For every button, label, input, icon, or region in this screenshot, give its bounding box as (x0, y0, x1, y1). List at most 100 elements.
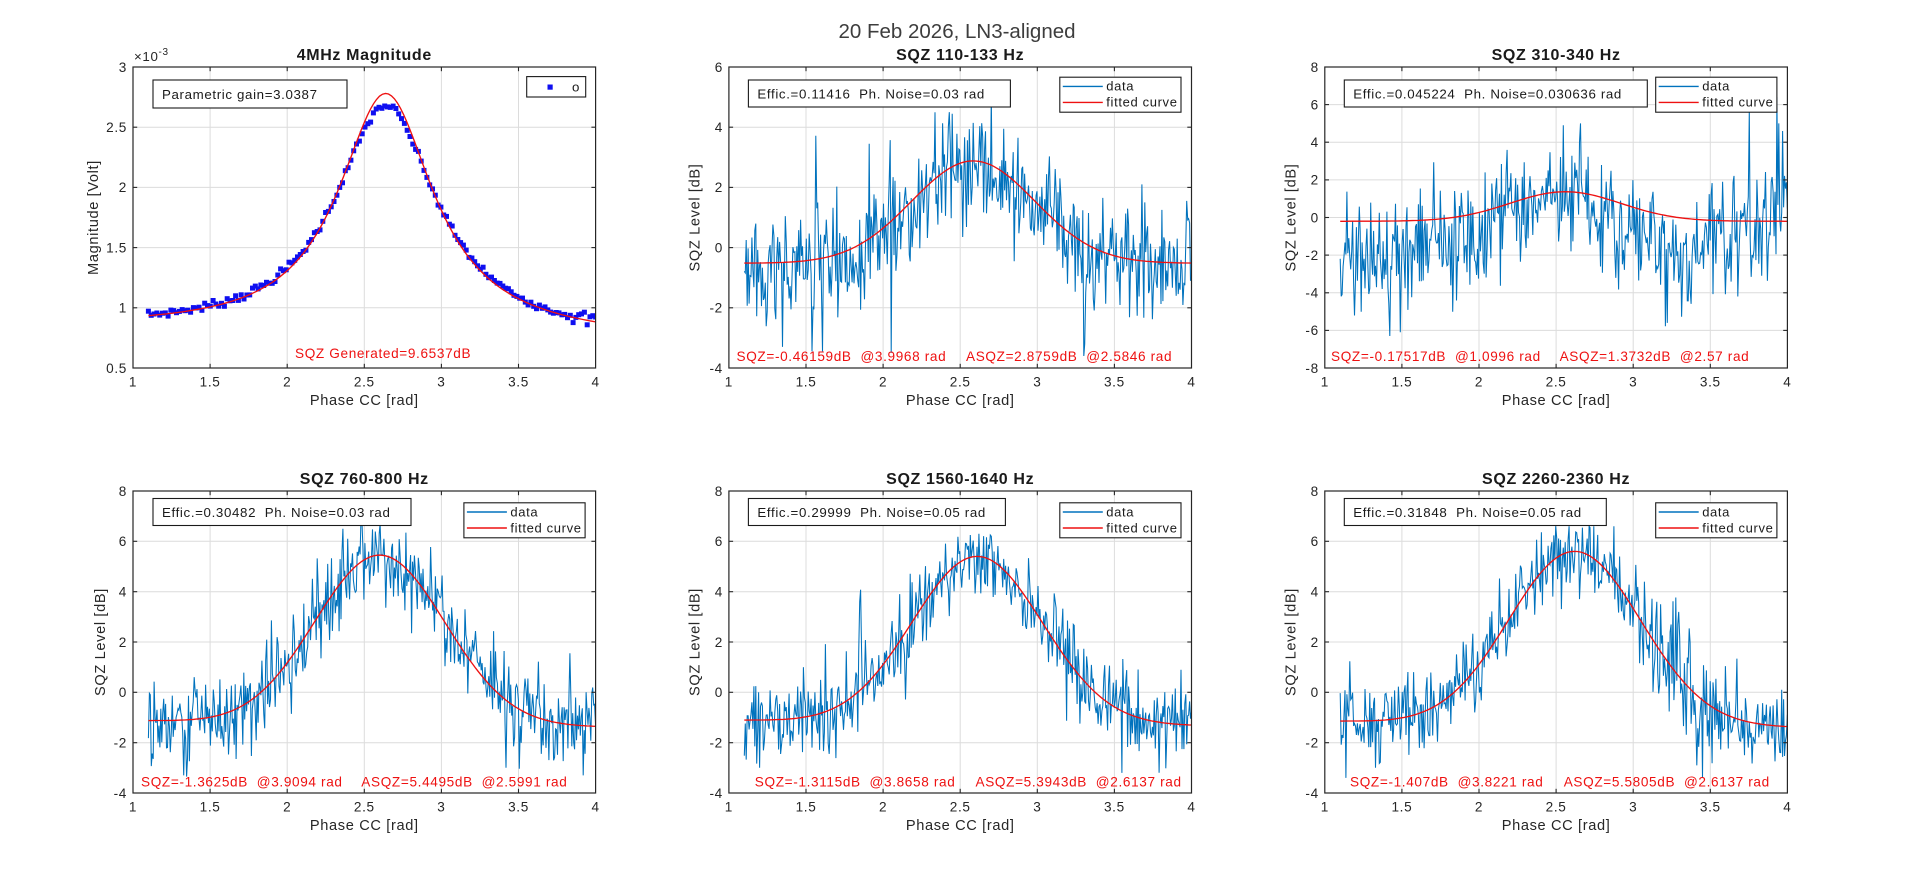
svg-text:SQZ Generated=9.6537dB: SQZ Generated=9.6537dB (295, 346, 471, 361)
svg-text:SQZ 1560-1640 Hz: SQZ 1560-1640 Hz (886, 471, 1034, 488)
svg-text:Effic.=0.31848 Ph. Noise=0.05: Effic.=0.31848 Ph. Noise=0.05 rad (1353, 505, 1582, 520)
svg-text:-2: -2 (114, 736, 127, 751)
svg-text:Phase CC [rad]: Phase CC [rad] (310, 818, 419, 834)
svg-text:6: 6 (1311, 97, 1319, 112)
svg-text:1.5: 1.5 (200, 800, 221, 815)
svg-text:0: 0 (715, 240, 723, 255)
svg-text:4: 4 (715, 120, 723, 135)
svg-text:-2: -2 (710, 736, 723, 751)
svg-text:ASQZ=1.3732dB @2.57 rad: ASQZ=1.3732dB @2.57 rad (1560, 349, 1750, 364)
svg-text:2: 2 (283, 375, 291, 390)
svg-text:3: 3 (119, 60, 127, 75)
svg-text:SQZ=-0.46159dB @3.9968 rad: SQZ=-0.46159dB @3.9968 rad (737, 349, 947, 364)
svg-text:data: data (1702, 79, 1730, 94)
svg-text:8: 8 (119, 484, 127, 499)
svg-text:2: 2 (715, 635, 723, 650)
svg-text:Parametric gain=3.0387: Parametric gain=3.0387 (162, 87, 318, 102)
svg-text:SQZ 760-800 Hz: SQZ 760-800 Hz (300, 471, 429, 488)
svg-text:0: 0 (1311, 210, 1319, 225)
svg-text:ASQZ=5.3943dB @2.6137 rad: ASQZ=5.3943dB @2.6137 rad (976, 775, 1182, 790)
svg-text:3: 3 (1629, 375, 1637, 390)
svg-text:fitted curve: fitted curve (1106, 520, 1177, 535)
svg-text:1: 1 (1321, 800, 1329, 815)
svg-text:fitted curve: fitted curve (1106, 95, 1177, 110)
svg-text:SQZ Level [dB]: SQZ Level [dB] (688, 588, 704, 696)
svg-text:6: 6 (119, 534, 127, 549)
svg-text:fitted curve: fitted curve (1702, 520, 1773, 535)
svg-text:3: 3 (1033, 800, 1041, 815)
svg-text:3: 3 (437, 375, 445, 390)
svg-text:0.5: 0.5 (106, 361, 127, 376)
svg-text:fitted curve: fitted curve (510, 520, 581, 535)
svg-text:SQZ=-0.17517dB @1.0996 rad: SQZ=-0.17517dB @1.0996 rad (1331, 349, 1541, 364)
svg-text:4: 4 (715, 585, 723, 600)
svg-text:fitted curve: fitted curve (1702, 95, 1773, 110)
svg-text:6: 6 (1311, 534, 1319, 549)
svg-text:6: 6 (715, 534, 723, 549)
svg-text:Effic.=0.29999 Ph. Noise=0.05: Effic.=0.29999 Ph. Noise=0.05 rad (757, 505, 986, 520)
svg-text:1: 1 (1321, 375, 1329, 390)
svg-text:ASQZ=5.4495dB @2.5991 rad: ASQZ=5.4495dB @2.5991 rad (361, 775, 567, 790)
svg-text:-4: -4 (1305, 786, 1318, 801)
svg-text:2: 2 (879, 375, 887, 390)
svg-text:4: 4 (1311, 135, 1319, 150)
svg-text:SQZ=-1.3625dB @3.9094 rad: SQZ=-1.3625dB @3.9094 rad (141, 775, 343, 790)
svg-text:2.5: 2.5 (1546, 375, 1567, 390)
svg-text:-6: -6 (1305, 323, 1318, 338)
svg-text:-4: -4 (1305, 286, 1318, 301)
svg-text:2: 2 (1475, 800, 1483, 815)
svg-text:0: 0 (1311, 685, 1319, 700)
svg-text:4: 4 (591, 375, 599, 390)
svg-text:SQZ=-1.3115dB @3.8658 rad: SQZ=-1.3115dB @3.8658 rad (755, 775, 956, 790)
svg-text:4: 4 (1783, 375, 1791, 390)
svg-text:2.5: 2.5 (354, 800, 375, 815)
svg-text:1.5: 1.5 (796, 375, 817, 390)
svg-text:2: 2 (1311, 635, 1319, 650)
svg-text:3.5: 3.5 (508, 375, 529, 390)
svg-text:SQZ 310-340 Hz: SQZ 310-340 Hz (1492, 47, 1621, 64)
svg-text:2.5: 2.5 (1546, 800, 1567, 815)
svg-text:20 Feb 2026, LN3-aligned: 20 Feb 2026, LN3-aligned (838, 20, 1075, 43)
svg-text:1: 1 (119, 301, 127, 316)
svg-text:4: 4 (1187, 800, 1195, 815)
svg-text:1: 1 (129, 375, 137, 390)
svg-text:8: 8 (1311, 484, 1319, 499)
svg-text:Effic.=0.045224 Ph. Noise=0.0: Effic.=0.045224 Ph. Noise=0.030636 rad (1353, 86, 1622, 101)
svg-text:1.5: 1.5 (1391, 375, 1412, 390)
svg-text:2: 2 (1475, 375, 1483, 390)
svg-text:data: data (1702, 504, 1730, 519)
svg-text:1: 1 (129, 800, 137, 815)
svg-text:3.5: 3.5 (1104, 800, 1125, 815)
svg-text:3.5: 3.5 (1700, 800, 1721, 815)
svg-text:SQZ Level [dB]: SQZ Level [dB] (1284, 588, 1300, 696)
svg-text:data: data (510, 504, 538, 519)
svg-text:ASQZ=5.5805dB @2.6137 rad: ASQZ=5.5805dB @2.6137 rad (1564, 775, 1770, 790)
svg-text:6: 6 (715, 60, 723, 75)
svg-text:-2: -2 (1305, 248, 1318, 263)
svg-text:2: 2 (119, 635, 127, 650)
svg-text:1.5: 1.5 (106, 240, 127, 255)
svg-text:data: data (1106, 504, 1134, 519)
svg-text:8: 8 (1311, 60, 1319, 75)
svg-text:Phase CC [rad]: Phase CC [rad] (310, 393, 419, 409)
svg-text:4: 4 (1311, 585, 1319, 600)
svg-text:8: 8 (715, 484, 723, 499)
svg-text:2.5: 2.5 (950, 800, 971, 815)
svg-text:1: 1 (725, 375, 733, 390)
svg-text:2.5: 2.5 (106, 120, 127, 135)
svg-text:-4: -4 (710, 361, 723, 376)
svg-text:3.5: 3.5 (1104, 375, 1125, 390)
svg-text:3.5: 3.5 (508, 800, 529, 815)
svg-text:SQZ 110-133 Hz: SQZ 110-133 Hz (896, 47, 1024, 64)
svg-text:3: 3 (437, 800, 445, 815)
svg-text:Phase CC [rad]: Phase CC [rad] (906, 818, 1015, 834)
svg-text:o: o (572, 80, 580, 95)
svg-text:2: 2 (879, 800, 887, 815)
svg-text:ASQZ=2.8759dB @2.5846 rad: ASQZ=2.8759dB @2.5846 rad (966, 349, 1172, 364)
svg-text:2: 2 (283, 800, 291, 815)
svg-text:-2: -2 (1305, 736, 1318, 751)
svg-text:2: 2 (715, 180, 723, 195)
svg-text:4: 4 (1187, 375, 1195, 390)
svg-text:SQZ Level [dB]: SQZ Level [dB] (93, 588, 109, 696)
svg-text:-8: -8 (1305, 361, 1318, 376)
